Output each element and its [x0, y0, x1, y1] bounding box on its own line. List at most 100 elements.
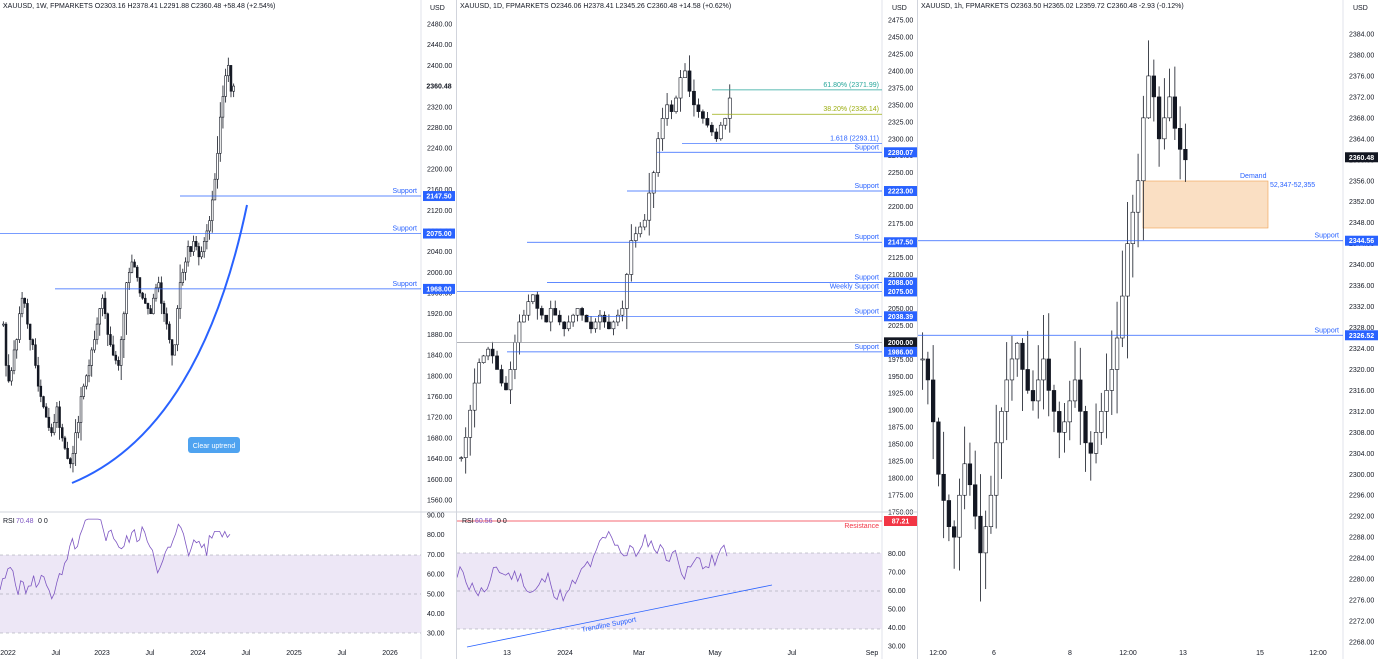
candle [616, 314, 620, 323]
support-price-tag-bg [423, 191, 455, 202]
rsi-resistance-tag-bg [884, 516, 917, 526]
time-axis-label: 2024 [190, 650, 206, 657]
candle [642, 219, 647, 228]
support-price-tag: 2344.56 [1349, 238, 1374, 245]
candle [202, 241, 206, 252]
price-axis-tick: 1900.00 [888, 408, 913, 415]
candle [463, 437, 468, 459]
price-axis-tick: 1950.00 [888, 374, 913, 381]
daily-chart-header: XAUUSD, 1D, FPMARKETS O2346.06 H2378.41 … [460, 3, 732, 10]
candle [1004, 379, 1009, 412]
time-axis-label: 2026 [382, 650, 398, 657]
price-axis-tick: 2125.00 [888, 255, 913, 262]
price-axis-tick: 1800.00 [888, 476, 913, 483]
time-axis-label: Jul [338, 650, 347, 657]
support-label: Support [392, 226, 417, 233]
rsi-axis-tick: 90.00 [427, 513, 445, 520]
candle [23, 297, 27, 304]
candle [127, 272, 131, 283]
level-label: 38.20% (2336.14) [823, 106, 879, 113]
candle [660, 118, 665, 140]
hourly-chart-header: XAUUSD, 1h, FPMARKETS O2363.50 H2365.02 … [921, 3, 1184, 10]
currency-label: USD [1353, 5, 1368, 12]
candle [205, 230, 209, 242]
candle [701, 111, 705, 119]
candle [946, 500, 952, 527]
price-axis-tick: 1680.00 [427, 435, 452, 442]
price-axis-tick: 1720.00 [427, 415, 452, 422]
candle [633, 233, 638, 241]
candle [705, 118, 710, 126]
level-label: 61.80% (2371.99) [823, 82, 879, 89]
candle [4, 323, 8, 366]
price-axis-tick: 1640.00 [427, 456, 452, 463]
candle [598, 314, 602, 323]
candle [173, 344, 176, 356]
candle [117, 360, 120, 366]
support-price-tag: 2326.52 [1349, 333, 1374, 340]
candle [61, 427, 64, 439]
annotation-text: Clear uptrend [193, 443, 236, 450]
daily-chart-panel[interactable]: 1750.00 1775.00 1800.00 1825.00 1850.00 1875.… [457, 0, 917, 659]
price-axis-tick: 2280.00 [1349, 577, 1374, 584]
price-axis-tick: 1925.00 [888, 391, 913, 398]
candle [544, 314, 549, 323]
candle [1015, 342, 1020, 360]
time-axis-label: 2024 [557, 650, 573, 657]
time-axis-label: May [708, 650, 722, 657]
candle [999, 411, 1004, 444]
price-axis-tick: 2240.00 [427, 146, 452, 153]
hourly-chart-panel[interactable]: 2268.00 2272.00 2276.00 2280.00 2284.00 2288.… [918, 0, 1378, 659]
candle [647, 192, 652, 221]
price-axis-tick: 1960.00 [427, 291, 452, 298]
candle [727, 97, 732, 119]
price-axis-tick: 2350.00 [888, 102, 913, 109]
candle [85, 375, 88, 387]
candle [651, 172, 656, 194]
candle [941, 473, 946, 501]
candle [962, 463, 967, 496]
candle [952, 526, 957, 538]
last-price-tag: 2360.48 [1349, 155, 1374, 162]
candle [213, 178, 217, 201]
candle [232, 85, 235, 92]
candle [936, 421, 941, 475]
currency-label: USD [430, 5, 445, 12]
weekly-chart-panel[interactable]: 1560.00 1600.00 1640.00 1680.00 1720.00 1760.… [0, 0, 456, 659]
candle [178, 282, 182, 309]
candle [517, 321, 522, 343]
candle [103, 297, 107, 315]
candle [227, 65, 230, 77]
candle [93, 339, 96, 351]
price-axis-tick: 2364.00 [1349, 136, 1374, 143]
candle [200, 251, 203, 258]
rsi-axis-tick: 60.00 [427, 572, 445, 579]
candle [477, 362, 482, 384]
time-axis-label: Jul [788, 650, 797, 657]
time-axis-label: 13 [503, 650, 511, 657]
candle [930, 379, 936, 423]
candle [79, 396, 83, 423]
candle [87, 365, 91, 377]
support-label: Support [1314, 327, 1339, 334]
candle [709, 124, 714, 133]
rsi-resistance-label: Resistance [844, 523, 879, 530]
candle [611, 321, 616, 330]
candle [1041, 358, 1046, 381]
level-label: Support [854, 275, 879, 282]
candle [181, 272, 185, 283]
candle [629, 240, 634, 275]
rsi-axis-tick: 30.00 [427, 631, 445, 638]
candle [1125, 243, 1130, 297]
price-axis-tick: 2375.00 [888, 85, 913, 92]
time-axis-label: 12:00 [1119, 650, 1137, 657]
candle [152, 297, 155, 315]
price-axis-tick: 2356.00 [1349, 178, 1374, 185]
candle [1109, 369, 1114, 391]
candle [1120, 295, 1125, 339]
candle [1078, 379, 1083, 412]
last-price-tag-bg [1345, 152, 1378, 163]
price-axis-tick: 2272.00 [1349, 619, 1374, 626]
price-axis-tick: 2425.00 [888, 51, 913, 58]
rsi-label: RSI [462, 518, 474, 525]
